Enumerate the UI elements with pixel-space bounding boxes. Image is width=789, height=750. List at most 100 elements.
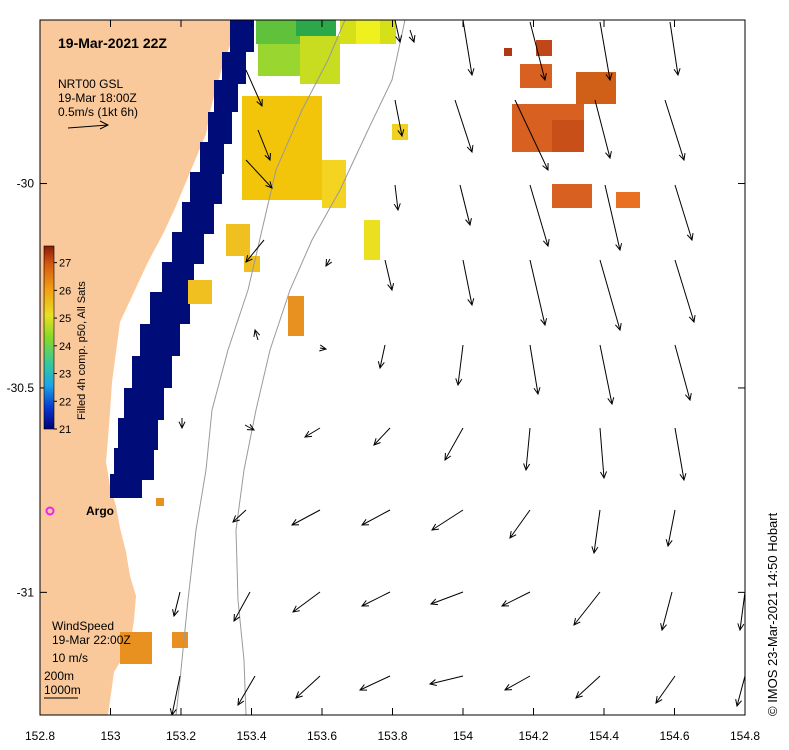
- sst-pixel: [134, 474, 142, 482]
- sst-pixel: [258, 60, 266, 68]
- vector-arrow: [529, 344, 541, 396]
- sst-pixel: [132, 364, 140, 372]
- sst-pixel: [290, 68, 298, 76]
- sst-pixel: [298, 192, 306, 200]
- sst-pixel: [304, 28, 312, 36]
- sst-pixel: [196, 256, 204, 264]
- vector-arrow: [178, 418, 186, 430]
- sst-pixel: [308, 36, 316, 44]
- sst-pixel: [188, 280, 196, 288]
- sst-pixel: [182, 316, 190, 324]
- sst-pixel: [282, 168, 290, 176]
- sst-pixel: [140, 404, 148, 412]
- sst-pixel: [142, 442, 150, 450]
- sst-pixel: [206, 218, 214, 226]
- sst-pixel: [322, 160, 330, 168]
- sst-pixel: [290, 60, 298, 68]
- sst-pixel: [242, 232, 250, 240]
- sst-pixel: [118, 490, 126, 498]
- sst-pixel: [330, 200, 338, 208]
- sst-pixel: [258, 44, 266, 52]
- sst-pixel: [520, 80, 528, 88]
- sst-pixel: [250, 184, 258, 192]
- vector-arrow: [599, 21, 613, 82]
- vector-arrow: [500, 591, 531, 607]
- sst-pixel: [238, 60, 246, 68]
- x-axis: 152.8 153 153.2 153.4 153.6 153.8 154 154.2 154.…: [25, 20, 760, 743]
- sst-pixel: [314, 104, 322, 112]
- sst-pixel: [258, 112, 266, 120]
- vector-arrow: [408, 29, 416, 44]
- sst-pixel: [264, 20, 272, 28]
- sst-pixel: [536, 136, 544, 144]
- argo-float-marker[interactable]: [45, 506, 55, 516]
- sst-pixel: [520, 104, 528, 112]
- vector-arrow: [172, 591, 181, 618]
- sst-pixel: [242, 168, 250, 176]
- sst-pixel: [132, 380, 140, 388]
- sst-pixel: [238, 52, 246, 60]
- contour-1000m: [235, 20, 406, 715]
- vector-arrow: [509, 509, 531, 539]
- sst-pixel: [124, 396, 132, 404]
- sst-pixel: [290, 192, 298, 200]
- sst-pixel: [156, 340, 164, 348]
- sst-pixel: [520, 64, 528, 72]
- sst-pixel: [190, 180, 198, 188]
- vector-arrow: [573, 591, 601, 626]
- sst-pixel: [190, 188, 198, 196]
- sst-pixel: [552, 184, 560, 192]
- sst-pixel: [560, 200, 568, 208]
- sst-pixel: [256, 28, 264, 36]
- sst-pixel: [164, 324, 172, 332]
- sst-pixel: [126, 482, 134, 490]
- sst-pixel: [140, 412, 148, 420]
- sst-pixel: [290, 96, 298, 104]
- sst-pixel: [372, 244, 380, 252]
- sst-pixel: [148, 356, 156, 364]
- x-tick-label: 154.4: [589, 729, 619, 743]
- x-tick-label: 153.2: [166, 729, 196, 743]
- sst-pixel: [216, 150, 224, 158]
- sst-pixel: [322, 176, 330, 184]
- wind-legend-line3: 10 m/s: [52, 651, 88, 665]
- sst-pixel: [186, 270, 194, 278]
- sst-pixel: [130, 448, 138, 456]
- sst-pixel: [584, 88, 592, 96]
- sst-pixel: [300, 44, 308, 52]
- sst-pixel: [208, 136, 216, 144]
- sst-pixel: [330, 184, 338, 192]
- sst-pixel: [544, 80, 552, 88]
- sst-pixel: [128, 648, 136, 656]
- sst-pixel: [122, 456, 130, 464]
- sst-pixel: [130, 464, 138, 472]
- sst-pixel: [182, 226, 190, 234]
- sst-pixel: [504, 48, 512, 56]
- sst-pixel: [296, 312, 304, 320]
- sst-pixel: [244, 264, 252, 272]
- vector-arrow: [664, 99, 686, 162]
- sst-pixel: [316, 36, 324, 44]
- sst-pixel: [568, 184, 576, 192]
- sst-pixel: [156, 348, 164, 356]
- sst-pixel: [250, 176, 258, 184]
- sst-pixel: [188, 240, 196, 248]
- sst-pixel: [274, 52, 282, 60]
- sst-pixel: [274, 176, 282, 184]
- sst-pixel: [178, 262, 186, 270]
- sst-pixel: [256, 36, 264, 44]
- sst-pixel: [148, 324, 156, 332]
- vector-arrow: [360, 509, 391, 526]
- sst-pixel: [164, 332, 172, 340]
- sst-pixel: [230, 28, 238, 36]
- sst-pixel: [306, 128, 314, 136]
- sst-pixel: [258, 144, 266, 152]
- sst-pixel: [300, 36, 308, 44]
- sst-pixel: [388, 28, 396, 36]
- sst-pixel: [222, 80, 230, 88]
- sst-pixel: [222, 88, 230, 96]
- sst-pixel: [552, 144, 560, 152]
- sst-pixel: [576, 200, 584, 208]
- vector-arrow: [394, 20, 403, 44]
- sst-pixel: [324, 44, 332, 52]
